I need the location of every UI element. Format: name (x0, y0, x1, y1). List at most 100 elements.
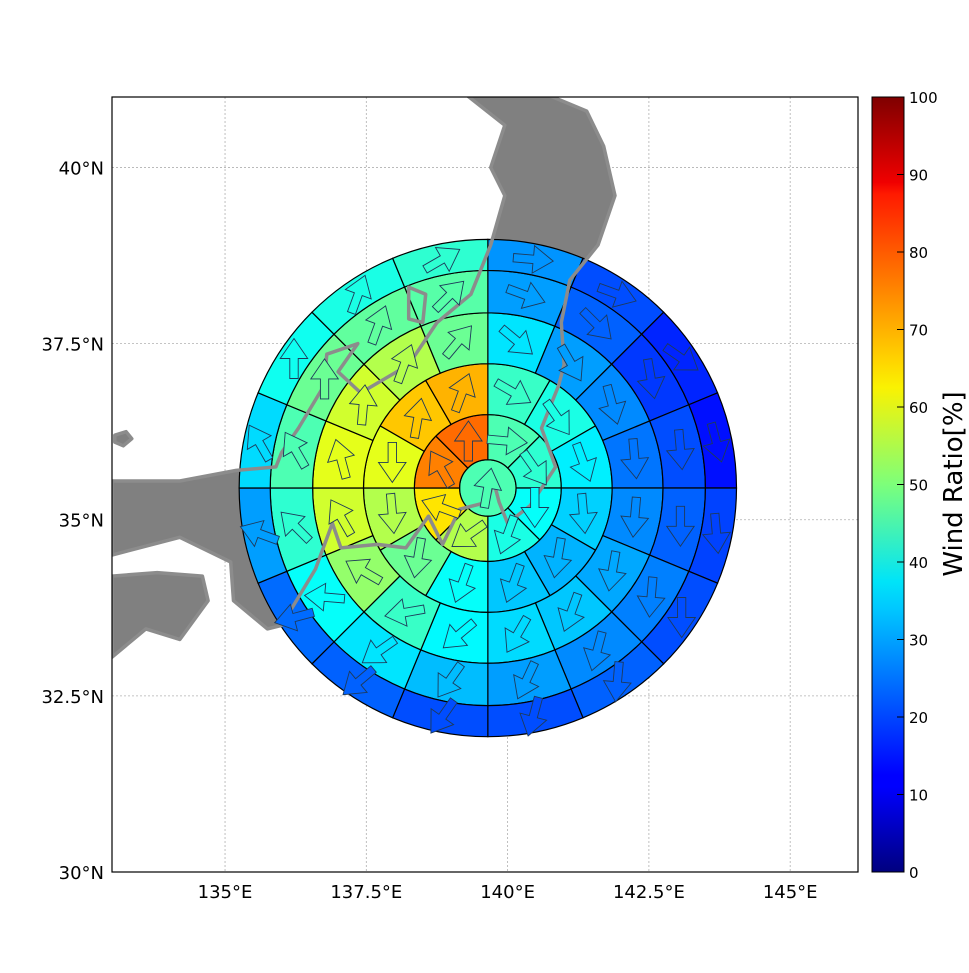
wind-arrow (701, 512, 732, 555)
wind-arrow (403, 397, 433, 440)
wind-arrow (582, 630, 612, 672)
wind-arrow (665, 428, 695, 471)
plot-area (111, 96, 859, 873)
wind-arrow (493, 514, 522, 555)
y-tick-label: 40°N (59, 158, 104, 179)
wind-arrow (543, 536, 573, 579)
y-tick-label: 32.5°N (41, 687, 104, 708)
x-axis-ticks: 135°E 137.5°E 140°E 142.5°E 145°E (198, 882, 818, 903)
wind-arrow (513, 660, 540, 700)
x-tick-label: 145°E (763, 882, 818, 903)
wind-arrow (239, 519, 280, 548)
wind-arrow (390, 343, 419, 385)
wind-arrow (246, 424, 274, 463)
wind-arrow (662, 342, 699, 371)
y-tick-label: 35°N (59, 511, 104, 532)
wind-arrow (451, 519, 488, 547)
wind-arrow (598, 383, 627, 425)
wind-arrow (421, 493, 462, 522)
wind-arrow (348, 384, 378, 426)
wind-arrow (377, 492, 407, 535)
colorbar-tick-label: 70 (909, 322, 928, 340)
wind-arrow (384, 598, 426, 627)
wind-arrow (636, 357, 666, 400)
wind-arrow (364, 305, 393, 346)
wind-arrow (620, 438, 650, 480)
wind-arrow (279, 337, 309, 379)
wind-arrow (499, 562, 528, 604)
wind-arrow (431, 280, 465, 314)
wind-arrow (342, 665, 377, 696)
wind-arrow (520, 487, 550, 529)
wind-arrows (239, 244, 732, 737)
coastline-line (112, 570, 210, 659)
wind-arrow (428, 450, 456, 489)
wind-arrow (519, 695, 548, 737)
wind-arrow (345, 558, 384, 586)
colorbar-tick-label: 0 (909, 864, 919, 882)
x-tick-label: 142.5°E (613, 882, 685, 903)
wind-arrow (430, 697, 458, 734)
wind-arrow (361, 635, 399, 664)
wind-arrow (602, 661, 632, 703)
wind-arrow (556, 343, 584, 382)
x-tick-label: 137.5°E (330, 882, 402, 903)
colorbar-tick-label: 100 (909, 89, 938, 107)
wind-arrow (702, 421, 731, 463)
colorbar-tick-label: 90 (909, 167, 928, 185)
wind-arrow (448, 562, 477, 604)
wind-arrow (542, 398, 570, 436)
wind-arrow (280, 511, 313, 545)
colorbar: 0 10 20 30 40 50 60 70 80 90 100 Wind Ratio[%] (871, 89, 969, 882)
wind-arrow (326, 438, 356, 480)
colorbar-tick-label: 60 (909, 399, 928, 417)
wind-arrow (282, 431, 310, 470)
y-axis-ticks: 30°N 32.5°N 35°N 37.5°N 40°N (41, 158, 104, 884)
x-tick-label: 135°E (198, 882, 253, 903)
wind-arrow (344, 274, 372, 315)
wind-arrow (403, 536, 433, 579)
wind-arrow (473, 467, 503, 509)
colorbar-tick-label: 30 (909, 632, 928, 650)
wind-arrow (596, 280, 637, 308)
wind-arrow (309, 358, 340, 400)
y-tick-label: 37.5°N (41, 335, 104, 356)
wind-arrow (442, 618, 478, 649)
wind-arrow (273, 603, 315, 632)
coastline-line (112, 97, 617, 631)
wind-arrow (453, 420, 483, 462)
x-tick-label: 140°E (480, 882, 535, 903)
wind-arrow (486, 426, 528, 456)
wind-arrow (422, 246, 461, 274)
wind-arrow (620, 496, 650, 538)
colorbar-tick-label: 80 (909, 244, 928, 262)
wind-arrow (377, 441, 407, 484)
colorbar-ticks: 0 10 20 30 40 50 60 70 80 90 100 (897, 89, 938, 882)
wind-arrow (498, 324, 534, 355)
wind-arrow (519, 449, 547, 486)
colorbar-tick-label: 40 (909, 554, 928, 572)
wind-arrow (512, 244, 554, 274)
wind-arrow (493, 378, 532, 405)
wind-arrow (568, 492, 598, 535)
wind-arrow (505, 281, 546, 309)
wind-arrow (328, 499, 356, 538)
coastline (112, 97, 617, 659)
coastline-line (113, 429, 134, 448)
colorbar-tick-label: 50 (909, 477, 928, 495)
wind-arrow (557, 591, 585, 633)
wind-arrow (665, 505, 696, 548)
wind-arrow (667, 597, 697, 639)
coastline-line (406, 285, 428, 325)
colorbar-label: Wind Ratio[%] (939, 391, 969, 576)
plot-frame (111, 96, 859, 873)
colorbar-tick-label: 20 (909, 709, 928, 727)
wind-arrow (448, 372, 476, 414)
wind-arrow (303, 582, 346, 612)
wind-arrow (441, 325, 473, 360)
wind-arrow (598, 550, 627, 592)
wind-arrow (636, 576, 666, 618)
y-tick-label: 30°N (59, 863, 104, 884)
